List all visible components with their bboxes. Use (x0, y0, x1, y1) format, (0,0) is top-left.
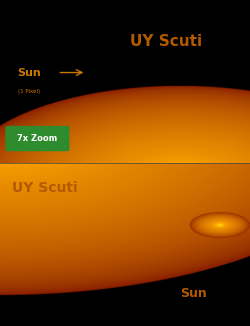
Text: Sun: Sun (18, 68, 41, 78)
FancyBboxPatch shape (6, 126, 70, 151)
Text: (1 Pixel): (1 Pixel) (18, 89, 40, 94)
Text: UY Scuti: UY Scuti (130, 34, 202, 49)
Text: UY Scuti: UY Scuti (12, 181, 78, 195)
Text: 7x Zoom: 7x Zoom (18, 134, 58, 143)
Text: Sun: Sun (180, 287, 207, 300)
